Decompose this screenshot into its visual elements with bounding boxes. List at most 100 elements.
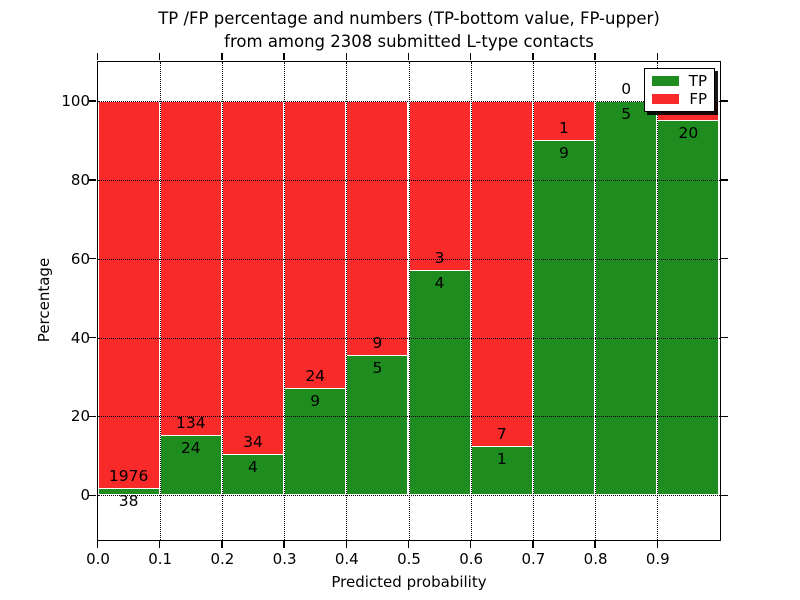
x-tick-label: 0.3 bbox=[272, 550, 297, 568]
fp-count-label: 1 bbox=[559, 119, 569, 138]
y-tick-right bbox=[721, 179, 728, 181]
x-tick-bottom bbox=[656, 541, 659, 548]
x-gridline bbox=[595, 61, 597, 540]
tp-bar-segment bbox=[97, 487, 160, 496]
x-gridline bbox=[346, 61, 348, 540]
fp-count-label: 1976 bbox=[108, 466, 149, 485]
y-tick-left bbox=[89, 336, 96, 339]
tp-bar-segment bbox=[657, 119, 720, 496]
y-tick-label: 60 bbox=[70, 249, 90, 268]
legend-label-fp: FP bbox=[689, 90, 707, 108]
x-gridline bbox=[408, 61, 410, 540]
x-tick-bottom bbox=[532, 541, 534, 548]
tp-swatch-icon bbox=[652, 76, 679, 86]
fp-bar-segment bbox=[408, 100, 471, 271]
x-tick-top bbox=[532, 53, 534, 60]
y-tick-label: 80 bbox=[70, 170, 90, 189]
y-tick-left bbox=[89, 494, 96, 497]
x-gridline bbox=[470, 61, 472, 540]
x-tick-label: 0.0 bbox=[86, 550, 110, 568]
x-tick-label: 0.6 bbox=[459, 550, 484, 568]
y-tick-left bbox=[89, 415, 96, 418]
fp-swatch-icon bbox=[652, 94, 679, 104]
x-tick-label: 0.7 bbox=[521, 550, 546, 568]
x-gridline bbox=[159, 61, 161, 540]
tp-bar-segment bbox=[408, 270, 471, 496]
fp-count-label: 24 bbox=[305, 366, 326, 385]
y-tick-left bbox=[89, 257, 96, 260]
x-tick-top bbox=[283, 53, 285, 60]
x-tick-label: 0.8 bbox=[583, 550, 608, 568]
x-tick-bottom bbox=[407, 541, 410, 548]
tp-count-label: 4 bbox=[434, 274, 445, 293]
fp-count-label: 134 bbox=[175, 414, 206, 433]
x-tick-bottom bbox=[96, 541, 99, 548]
x-tick-label: 0.2 bbox=[210, 550, 235, 568]
x-axis-label: Predicted probability bbox=[331, 573, 487, 591]
fp-count-label: 34 bbox=[243, 432, 263, 451]
chart-title: TP /FP percentage and numbers (TP-bottom… bbox=[98, 7, 720, 53]
y-tick-left bbox=[89, 179, 96, 181]
fp-count-label: 3 bbox=[434, 249, 445, 268]
legend-item-fp: FP bbox=[652, 91, 707, 107]
fp-count-label: 0 bbox=[621, 79, 632, 98]
tp-bar-segment bbox=[595, 100, 658, 496]
x-tick-top bbox=[96, 53, 99, 60]
tp-count-label: 24 bbox=[180, 439, 201, 458]
x-tick-label: 0.1 bbox=[148, 550, 173, 568]
fp-bar-segment bbox=[346, 100, 409, 355]
tp-bar-segment bbox=[532, 140, 596, 496]
x-tick-bottom bbox=[594, 541, 596, 548]
fp-bar-segment bbox=[284, 100, 347, 388]
tp-count-label: 38 bbox=[118, 491, 139, 510]
y-tick-right bbox=[721, 257, 728, 260]
y-tick-right bbox=[721, 494, 728, 497]
y-tick-label: 20 bbox=[70, 407, 90, 426]
tp-count-label: 4 bbox=[248, 457, 258, 476]
x-tick-top bbox=[469, 53, 472, 60]
y-tick-label: 0 bbox=[80, 486, 90, 505]
legend-item-tp: TP bbox=[652, 73, 707, 89]
x-tick-bottom bbox=[221, 541, 223, 548]
y-tick-left bbox=[89, 100, 96, 102]
x-gridline bbox=[221, 61, 223, 540]
x-tick-top bbox=[221, 53, 223, 60]
legend: TP FP bbox=[644, 68, 715, 112]
x-tick-bottom bbox=[345, 541, 348, 548]
tp-bar-segment bbox=[346, 354, 409, 496]
fp-count-label: 9 bbox=[372, 333, 383, 352]
y-tick-label: 100 bbox=[61, 91, 90, 110]
x-gridline bbox=[657, 61, 659, 540]
tp-bar-segment bbox=[284, 387, 347, 496]
x-tick-label: 0.9 bbox=[645, 550, 670, 568]
tp-count-label: 20 bbox=[678, 123, 699, 142]
x-gridline bbox=[532, 61, 534, 540]
tp-count-label: 5 bbox=[621, 104, 632, 123]
plot-area: 1976 38 134 24 34 4 24 9 9 5 3 4 7 1 1 9 0 5 20 bbox=[89, 53, 728, 548]
tp-count-label: 9 bbox=[310, 391, 321, 410]
chart-title-line1: TP /FP percentage and numbers (TP-bottom… bbox=[158, 9, 660, 28]
x-tick-bottom bbox=[158, 541, 161, 548]
x-tick-bottom bbox=[469, 541, 472, 548]
y-tick-right bbox=[721, 100, 728, 102]
fp-bar-segment bbox=[470, 100, 533, 447]
y-tick-right bbox=[721, 415, 728, 418]
x-gridline bbox=[284, 61, 286, 540]
y-tick-label: 40 bbox=[70, 328, 90, 347]
tp-count-label: 1 bbox=[496, 450, 507, 469]
fp-bar-segment bbox=[159, 100, 222, 436]
x-tick-bottom bbox=[283, 541, 285, 548]
x-tick-top bbox=[407, 53, 410, 60]
x-tick-top bbox=[594, 53, 596, 60]
tp-count-label: 9 bbox=[559, 144, 569, 163]
x-tick-top bbox=[158, 53, 161, 60]
tp-count-label: 5 bbox=[372, 358, 383, 377]
x-tick-top bbox=[345, 53, 348, 60]
fp-bar-segment bbox=[97, 100, 160, 488]
fp-bar-segment bbox=[221, 100, 285, 454]
x-tick-label: 0.4 bbox=[334, 550, 359, 568]
legend-label-tp: TP bbox=[688, 72, 707, 90]
chart-title-line2: from among 2308 submitted L-type contact… bbox=[224, 32, 594, 51]
fp-count-label: 7 bbox=[496, 425, 507, 444]
